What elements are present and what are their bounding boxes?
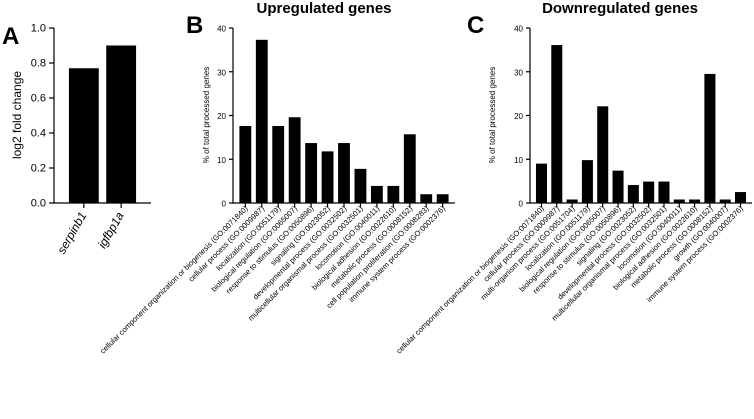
panel-a-y-tick-label: 0.6 — [31, 93, 46, 105]
panel-b-chart: B Upregulated genes % of total processed… — [98, 0, 455, 355]
panel-b-y-tick-label: 40 — [217, 25, 226, 34]
panel-a-y-tick-label: 0.2 — [31, 163, 46, 175]
panel-b-bar — [354, 168, 367, 203]
panel-a-y-tick-label: 1.0 — [31, 23, 46, 35]
panel-c-bar — [581, 160, 593, 203]
panel-b-bar — [239, 126, 252, 203]
panel-c-y-tick-label: 40 — [514, 25, 523, 34]
panel-c-bar — [704, 73, 716, 203]
panel-c-bar — [612, 170, 624, 203]
panel-c-y-tick-label: 30 — [514, 68, 523, 77]
panel-b-y-axis-label: % of total processed genes — [202, 67, 211, 164]
panel-a-y-tick-label: 0.4 — [31, 128, 46, 140]
panel-c-chart: C Downregulated genes % of total process… — [394, 0, 752, 355]
panel-a-bar — [68, 68, 99, 203]
panel-c-y-tick-label: 0 — [519, 200, 524, 209]
panel-c-y-tick-label: 20 — [514, 112, 523, 121]
panel-c-bar — [535, 163, 547, 203]
panel-b-letter: B — [186, 12, 203, 39]
panel-b-y-tick-label: 20 — [217, 112, 226, 121]
panel-c-bar — [735, 192, 747, 203]
panel-b-y-tick-label: 30 — [217, 68, 226, 77]
panel-b-bar — [288, 117, 301, 203]
panel-a-x-tick-label: serpinb1 — [54, 210, 89, 257]
panel-b-bar — [420, 194, 433, 203]
panel-c-y-axis-label: % of total processed genes — [488, 67, 497, 164]
panel-b-title: Upregulated genes — [256, 0, 391, 17]
panel-b-bar — [321, 151, 334, 203]
panel-a-bar — [106, 45, 137, 203]
panel-b-bar — [436, 194, 449, 203]
panel-b-bar — [338, 143, 350, 203]
panel-a-letter: A — [2, 23, 19, 50]
panel-c-letter: C — [467, 12, 484, 39]
panel-c-bar — [597, 106, 609, 203]
panel-a-y-axis-label: log2 fold change — [10, 71, 24, 159]
panel-c-bar — [673, 199, 685, 203]
panel-a-axes — [53, 28, 151, 204]
panel-b-bar — [305, 143, 318, 203]
panel-c-bar — [719, 199, 731, 203]
panel-c-axes — [529, 28, 752, 204]
panel-a-y-tick-label: 0.8 — [31, 58, 46, 70]
panel-c-bar — [689, 199, 701, 203]
panel-a-x-tick-label: igfbp1a — [95, 209, 127, 250]
panel-b-y-tick-label: 0 — [222, 200, 227, 209]
panel-c-bar — [551, 45, 563, 203]
panel-b-bar — [370, 185, 383, 203]
panel-c-bar — [566, 199, 578, 203]
panel-a-chart: A log2 fold change 0.0 0.2 0.4 0.6 0.8 1.0 ser… — [2, 23, 151, 257]
panel-c-y-tick-label: 10 — [514, 156, 523, 165]
panel-b-bar — [272, 126, 285, 203]
panel-b-bar — [255, 39, 268, 203]
panel-c-bar — [627, 185, 639, 203]
panel-a-y-tick-label: 0.0 — [31, 198, 46, 210]
panel-c-bar — [658, 181, 670, 203]
panel-c-title: Downregulated genes — [542, 0, 698, 17]
panel-b-bar — [403, 134, 416, 203]
panel-c-bar — [643, 181, 655, 203]
panel-b-bar — [387, 185, 400, 203]
panel-b-y-tick-label: 10 — [217, 156, 226, 165]
